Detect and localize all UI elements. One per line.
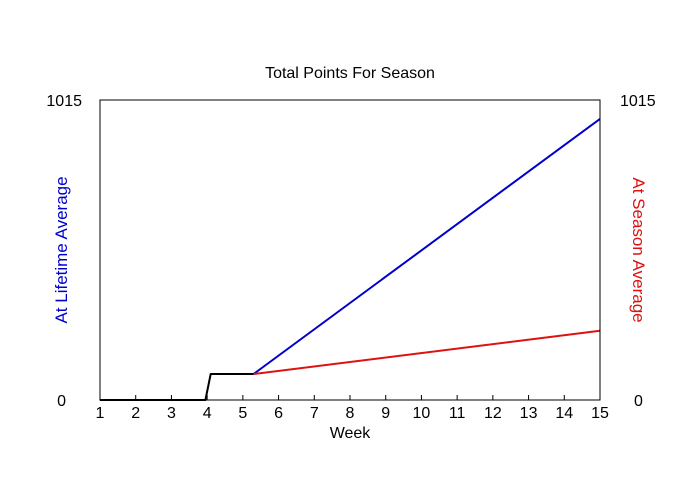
x-tick-label: 15 — [591, 405, 609, 422]
x-tick-label: 9 — [381, 405, 390, 422]
series-line-lifetime — [253, 118, 601, 375]
x-tick-label: 11 — [449, 405, 466, 422]
x-tick-label: 6 — [274, 405, 283, 422]
right-y-min-label: 0 — [634, 393, 643, 410]
chart-title: Total Points For Season — [265, 65, 435, 82]
x-tick-label: 5 — [238, 405, 247, 422]
series-line-season — [253, 329, 601, 375]
x-tick-label: 14 — [555, 405, 573, 422]
x-axis-ticks: 1 2 3 4 5 6 7 8 9 10 11 12 13 14 15 — [96, 395, 609, 422]
left-y-axis-label: At Lifetime Average — [52, 176, 71, 323]
x-tick-label: 8 — [346, 405, 355, 422]
x-tick-label: 4 — [203, 405, 212, 422]
right-y-axis-label: At Season Average — [629, 177, 648, 322]
x-tick-label: 10 — [413, 405, 431, 422]
left-y-min-label: 0 — [57, 393, 66, 410]
right-y-max-label: 1015 — [620, 93, 656, 110]
x-axis-label: Week — [330, 425, 372, 442]
left-y-max-label: 1015 — [46, 93, 82, 110]
x-tick-label: 12 — [484, 405, 502, 422]
x-tick-label: 2 — [131, 405, 140, 422]
x-tick-label: 3 — [167, 405, 176, 422]
x-tick-label: 7 — [310, 405, 319, 422]
x-tick-label: 1 — [96, 405, 105, 422]
x-tick-label: 13 — [520, 405, 538, 422]
